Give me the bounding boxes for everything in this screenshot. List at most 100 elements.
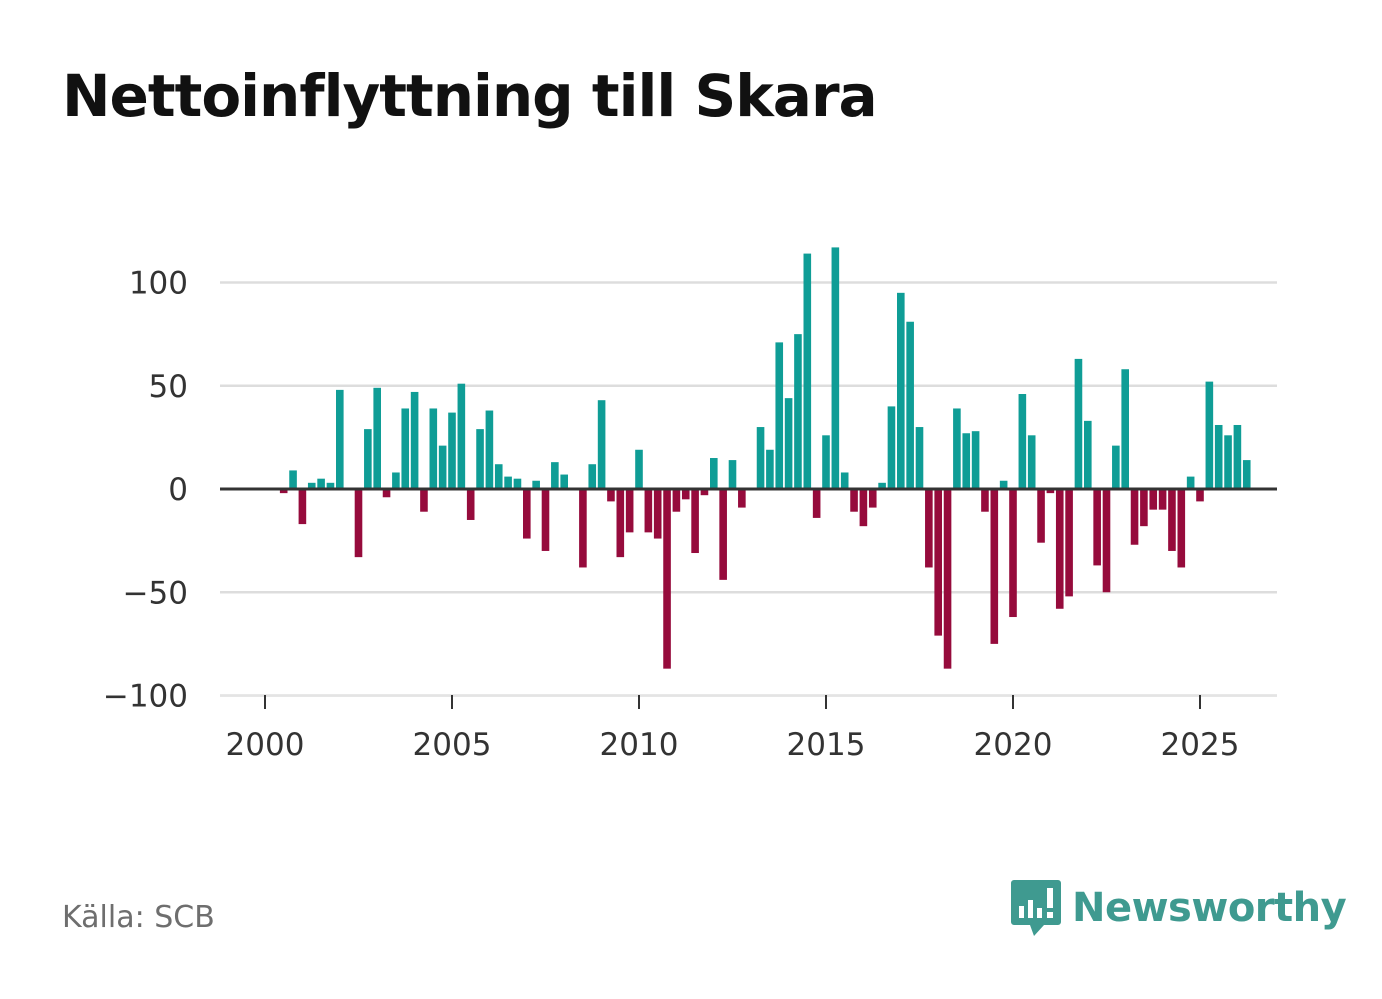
- bar: [943, 489, 952, 669]
- bar: [289, 470, 297, 490]
- bar: [336, 389, 344, 489]
- bar: [691, 489, 699, 554]
- bar: [457, 383, 466, 489]
- x-axis: 2000 2005 2010 2015 2020 2025: [220, 694, 1277, 763]
- bar: [1027, 435, 1036, 489]
- bar: [700, 489, 709, 496]
- bar: [420, 489, 428, 512]
- bar: [635, 449, 643, 489]
- x-tick-label: 2005: [413, 727, 492, 763]
- bar: [551, 462, 559, 489]
- x-tick-label: 2015: [787, 727, 866, 763]
- bar: [523, 489, 531, 539]
- bar: [382, 489, 391, 498]
- bar: [1065, 489, 1073, 597]
- bar: [663, 489, 671, 669]
- bar: [738, 489, 746, 508]
- bar: [644, 489, 653, 533]
- bar: [1102, 489, 1111, 593]
- bar: [794, 334, 802, 490]
- bar: [775, 342, 784, 489]
- bar: [756, 427, 765, 489]
- newsworthy-logo-icon: [1011, 880, 1061, 936]
- bar: [597, 400, 606, 489]
- y-axis-tick-labels: −100 −50 0 50 100: [103, 266, 188, 715]
- bar: [401, 408, 410, 489]
- bar: [532, 480, 540, 489]
- bar: [710, 458, 718, 489]
- source-note: Källa: SCB: [62, 900, 215, 935]
- bar: [625, 489, 634, 533]
- bar: [1121, 369, 1129, 489]
- bar: [868, 489, 877, 508]
- bar: [485, 410, 494, 489]
- bar: [326, 482, 335, 490]
- y-tick-label: 100: [129, 266, 188, 302]
- bar: [504, 476, 512, 489]
- bar: [1130, 489, 1139, 545]
- bar: [1112, 445, 1120, 489]
- bar: [298, 489, 307, 525]
- chart-title: Nettoinflyttning till Skara: [62, 62, 878, 130]
- bar: [1149, 489, 1158, 510]
- bars: [279, 247, 1251, 669]
- x-tick-label: 2020: [974, 727, 1053, 763]
- bar: [1177, 489, 1186, 568]
- bar: [859, 489, 868, 527]
- x-tick-label: 2025: [1161, 727, 1240, 763]
- bar: [1055, 489, 1064, 609]
- newsworthy-logo[interactable]: Newsworthy: [1010, 878, 1347, 938]
- y-tick-label: 50: [149, 369, 188, 405]
- bar: [1074, 358, 1083, 489]
- bar: [822, 435, 830, 489]
- bar: [1233, 424, 1242, 490]
- bar: [588, 464, 597, 489]
- bar: [513, 478, 522, 489]
- bar: [934, 489, 942, 636]
- bar: [429, 408, 438, 489]
- bar: [392, 472, 400, 489]
- bar: [410, 391, 419, 489]
- bar: [607, 489, 615, 502]
- bar: [990, 489, 999, 644]
- bar: [878, 482, 886, 490]
- bar: [1037, 489, 1045, 543]
- bar: [364, 429, 372, 489]
- bar: [887, 406, 896, 489]
- bar: [476, 429, 484, 489]
- bar: [962, 433, 971, 489]
- bar: [1196, 489, 1204, 502]
- y-tick-label: −50: [123, 575, 188, 611]
- bar: [784, 398, 793, 489]
- bar: [616, 489, 625, 558]
- bar: [999, 480, 1008, 489]
- bar: [831, 247, 840, 489]
- brand-name: Newsworthy: [1072, 885, 1347, 931]
- bar: [953, 408, 961, 489]
- bar: [541, 489, 550, 551]
- bar: [840, 472, 849, 489]
- bar: [466, 489, 475, 520]
- bar: [560, 474, 568, 490]
- bar: [1084, 420, 1092, 489]
- bar: [1224, 435, 1232, 489]
- bar: [653, 489, 662, 539]
- bar: [1186, 476, 1195, 489]
- bar: [1009, 489, 1017, 618]
- y-tick-label: 0: [168, 472, 188, 508]
- bar: [925, 489, 933, 568]
- bar: [373, 387, 381, 489]
- y-tick-label: −100: [103, 679, 188, 715]
- bar: [438, 445, 447, 489]
- x-tick-label: 2000: [226, 727, 305, 763]
- bar: [1093, 489, 1101, 566]
- bar: [279, 489, 288, 494]
- bar: [812, 489, 821, 518]
- bar: [906, 321, 914, 489]
- bar: [1140, 489, 1148, 527]
- bar: [850, 489, 858, 512]
- x-tick-label: 2010: [600, 727, 679, 763]
- bar: [448, 412, 456, 490]
- bar: [1242, 460, 1251, 489]
- bar: [803, 253, 812, 489]
